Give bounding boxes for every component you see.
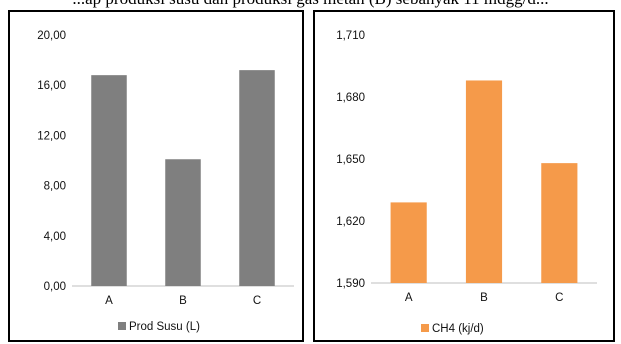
bar-a [390,202,427,283]
bar-b [165,159,201,286]
legend-swatch [118,322,126,330]
bar-c [541,163,578,283]
y-tick-label: 12,00 [37,130,66,142]
y-tick-label: 8,00 [44,181,66,193]
legend: CH4 (kj/d) [421,323,484,335]
x-tick-label: A [405,292,413,304]
y-tick-label: 1,680 [336,92,365,104]
bar-b [465,80,503,283]
x-tick-label: C [253,295,261,307]
milk-production-chart: 0,00 4,00 8,00 12,00 16,00 20,00 A B C Prod Susu … [8,10,304,342]
x-tick-label: B [480,292,488,304]
x-tick-label: B [179,295,187,307]
legend-label: CH4 (kj/d) [432,323,484,335]
legend: Prod Susu (L) [118,321,200,333]
y-tick-label: 0,00 [44,281,66,293]
y-tick-label: 1,650 [336,154,365,166]
y-tick-label: 1,590 [336,278,365,290]
y-tick-label: 16,00 [37,80,66,92]
caption-fragment: ...ap produksi susu dan produksi gas met… [0,0,621,9]
milk-production-chart-svg: 0,00 4,00 8,00 12,00 16,00 20,00 A B C Prod Susu … [37,30,294,333]
methane-chart: 1,590 1,620 1,650 1,680 1,710 A B C CH4 (kj/d) [313,10,615,342]
bar-c [239,70,275,286]
y-tick-label: 20,00 [37,30,66,42]
y-tick-label: 1,620 [336,216,365,228]
legend-label: Prod Susu (L) [129,321,200,333]
y-tick-label: 1,710 [336,30,365,42]
methane-chart-svg: 1,590 1,620 1,650 1,680 1,710 A B C CH4 (kj/d) [336,30,597,335]
x-tick-label: A [105,295,113,307]
y-tick-label: 4,00 [44,231,66,243]
x-tick-label: C [555,292,563,304]
bar-a [91,75,127,286]
legend-swatch [421,324,429,332]
